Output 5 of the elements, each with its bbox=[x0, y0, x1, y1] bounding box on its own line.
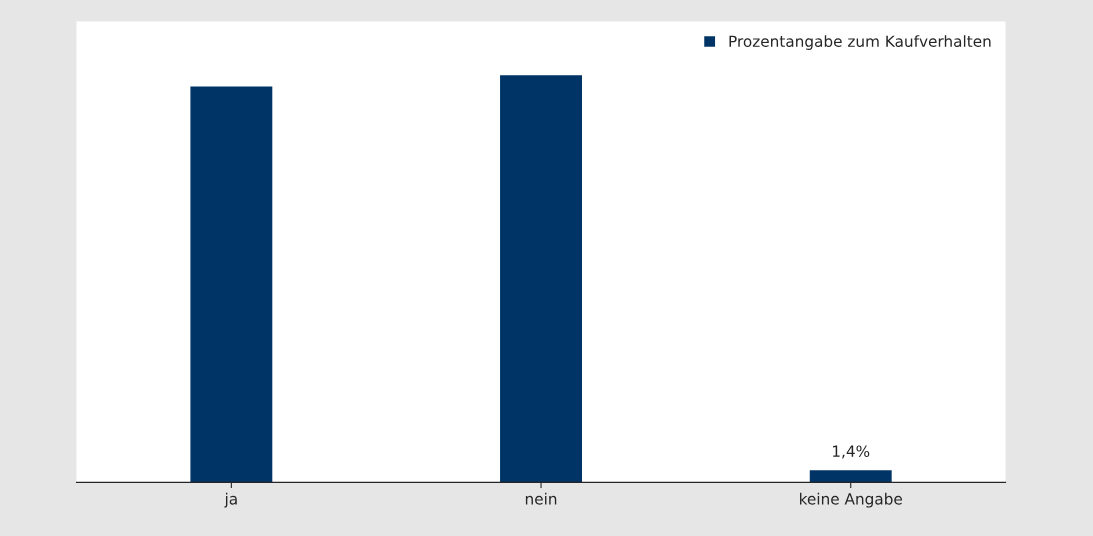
x-tick-label: keine Angabe bbox=[800, 492, 902, 508]
x-tick-label: nein bbox=[525, 492, 557, 505]
data-label: 1,4% bbox=[832, 445, 870, 459]
x-tick-label: ja bbox=[224, 492, 237, 508]
legend-label: Prozentangabe zum Kaufverhalten bbox=[729, 35, 991, 50]
